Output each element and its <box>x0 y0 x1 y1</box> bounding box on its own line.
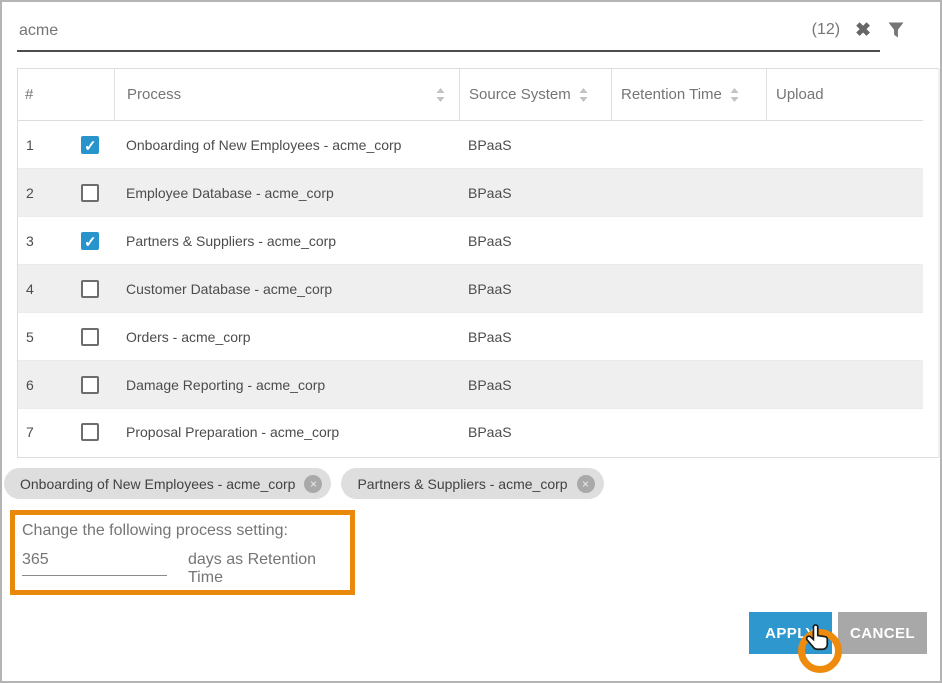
row-checkbox[interactable] <box>81 327 99 346</box>
sort-icon[interactable] <box>436 87 445 102</box>
cancel-button[interactable]: CANCEL <box>838 612 927 654</box>
column-header[interactable]: Source System <box>459 69 611 120</box>
process-cell: Customer Database - acme_corp <box>126 280 333 297</box>
hand-pointer-icon <box>805 624 829 651</box>
selection-chip: Partners & Suppliers - acme_corp × <box>341 468 604 499</box>
process-cell: Onboarding of New Employees - acme_corp <box>126 136 402 153</box>
row-checkbox[interactable] <box>81 183 99 202</box>
row-checkbox[interactable] <box>81 375 99 394</box>
row-number: 1 <box>26 136 34 153</box>
row-number: 4 <box>26 280 34 297</box>
click-indicator-ring <box>798 629 842 673</box>
setting-suffix: days as Retention Time <box>188 551 317 586</box>
column-header[interactable]: Retention Time <box>611 69 766 120</box>
source-system-cell: BPaaS <box>468 328 512 345</box>
row-checkbox[interactable] <box>81 279 99 298</box>
row-number: 6 <box>26 376 34 393</box>
chip-remove-icon[interactable]: × <box>576 474 595 493</box>
result-count: (12) <box>811 21 841 38</box>
source-system-cell: BPaaS <box>468 424 512 440</box>
source-system-cell: BPaaS <box>468 136 512 153</box>
source-system-cell: BPaaS <box>468 184 512 201</box>
row-checkbox[interactable] <box>81 423 99 441</box>
retention-days-input[interactable] <box>22 551 167 576</box>
table-row[interactable]: 2 Employee Database - acme_corp BPaaS <box>18 169 923 217</box>
row-number: 2 <box>26 184 34 201</box>
chip-remove-icon[interactable]: × <box>304 474 323 493</box>
search-bar <box>17 14 880 52</box>
column-label: Upload <box>776 86 824 103</box>
column-label: Retention Time <box>621 86 722 103</box>
column-label: # <box>25 86 34 103</box>
search-input[interactable] <box>17 14 617 48</box>
table-row[interactable]: 7 Proposal Preparation - acme_corp BPaaS <box>18 409 923 455</box>
sort-icon[interactable] <box>730 87 739 102</box>
table-row[interactable]: 1 Onboarding of New Employees - acme_cor… <box>18 121 923 169</box>
table-row[interactable]: 5 Orders - acme_corp BPaaS <box>18 313 923 361</box>
clear-search-icon[interactable]: ✖ <box>855 19 871 41</box>
process-cell: Employee Database - acme_corp <box>126 184 334 201</box>
process-cell: Orders - acme_corp <box>126 328 251 345</box>
source-system-cell: BPaaS <box>468 280 512 297</box>
table-row[interactable]: 3 Partners & Suppliers - acme_corp BPaaS <box>18 217 923 265</box>
row-checkbox[interactable] <box>81 231 99 251</box>
process-table: # Process Source System Retention Time U… <box>17 68 940 458</box>
column-label: Source System <box>469 86 571 103</box>
table-row[interactable]: 4 Customer Database - acme_corp BPaaS <box>18 265 923 313</box>
search-controls: (12) ✖ <box>812 20 906 40</box>
process-cell: Partners & Suppliers - acme_corp <box>126 232 337 249</box>
table-header: # Process Source System Retention Time U… <box>18 69 923 121</box>
setting-label: Change the following process setting: <box>22 522 288 539</box>
table-row[interactable]: 6 Damage Reporting - acme_corp BPaaS <box>18 361 923 409</box>
column-header[interactable]: Process <box>114 69 459 120</box>
chip-label: Onboarding of New Employees - acme_corp <box>20 475 296 492</box>
filter-icon[interactable] <box>886 20 906 40</box>
scroll-down-icon[interactable]: ▼ <box>938 442 940 452</box>
source-system-cell: BPaaS <box>468 232 512 249</box>
setting-highlight-box: Change the following process setting: da… <box>10 510 355 595</box>
column-label: Process <box>127 86 182 103</box>
row-checkbox[interactable] <box>81 135 99 155</box>
chip-label: Partners & Suppliers - acme_corp <box>357 475 568 492</box>
selection-chip: Onboarding of New Employees - acme_corp … <box>4 468 332 499</box>
row-number: 7 <box>26 424 34 440</box>
row-number: 5 <box>26 328 34 345</box>
table-body: 1 Onboarding of New Employees - acme_cor… <box>18 121 923 455</box>
table-scrollbar[interactable]: ▲ ▼ <box>938 69 940 457</box>
selected-chips: Onboarding of New Employees - acme_corp … <box>4 468 604 499</box>
source-system-cell: BPaaS <box>468 376 512 393</box>
scroll-up-icon[interactable]: ▲ <box>938 72 940 82</box>
process-cell: Proposal Preparation - acme_corp <box>126 424 340 440</box>
sort-icon[interactable] <box>579 87 588 102</box>
column-header[interactable]: # <box>18 69 114 120</box>
row-number: 3 <box>26 232 34 249</box>
column-header[interactable]: Upload <box>766 69 923 120</box>
process-cell: Damage Reporting - acme_corp <box>126 376 326 393</box>
